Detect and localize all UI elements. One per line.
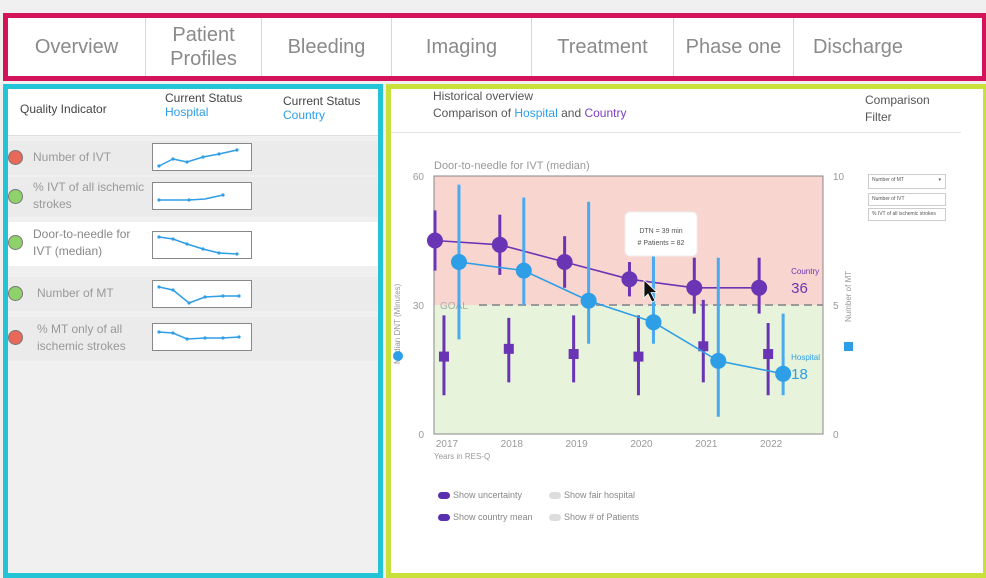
comparison-filter-heading: Comparison Filter: [865, 93, 930, 124]
sparkline: [152, 323, 252, 351]
svg-text:# Patients = 82: # Patients = 82: [638, 240, 685, 247]
y2-axis-label: Number of MT: [844, 271, 853, 322]
divider: [391, 132, 961, 133]
sparkline: [152, 280, 252, 308]
data-point: [580, 292, 597, 309]
x-tick-label: 2017: [436, 439, 459, 450]
toggle-on-icon: [438, 514, 450, 522]
indicator-label: Number of MT: [37, 286, 114, 300]
toggle-off-icon: [549, 514, 561, 522]
indicator-label: Number of IVT: [33, 150, 112, 164]
dtn-chart: Door-to-needle for IVT (median) GOAL 0 30…: [393, 160, 853, 461]
indicator-row-pct-ivt[interactable]: % IVT of all ischemic strokes: [8, 177, 378, 217]
historical-overview-title: Historical overview Comparison of Hospit…: [433, 89, 627, 120]
indicator-row-number-ivt[interactable]: Number of IVT: [8, 141, 378, 175]
series-end-label: 18: [791, 366, 808, 383]
series-name-label: Country: [791, 267, 819, 276]
data-point: [426, 232, 443, 249]
y-tick-label: 30: [413, 301, 425, 312]
x-tick-label: 2018: [501, 439, 524, 450]
sparkline: [152, 231, 252, 259]
y2-tick-label: 10: [833, 172, 845, 183]
mt-count-marker: [503, 343, 514, 354]
indicator-row-pct-mt[interactable]: % MT only of all ischemic strokes: [8, 317, 378, 361]
x-tick-label: 2019: [566, 439, 589, 450]
x-tick-label: 2022: [760, 439, 783, 450]
y-axis-label: Median DNT (Minutes): [393, 283, 402, 364]
quality-indicator-heading: Quality Indicator: [20, 102, 107, 116]
indicator-label: % MT only of all ischemic strokes: [37, 322, 126, 353]
series-line: [434, 239, 760, 289]
data-point: [710, 352, 727, 369]
y-tick-label: 60: [413, 172, 425, 183]
data-point: [686, 279, 703, 296]
sparkline: [152, 182, 252, 210]
toggle-show-fair-hospital[interactable]: Show fair hospital: [549, 490, 635, 500]
mt-count-marker: [698, 341, 709, 352]
status-dot-green: [8, 235, 23, 250]
tab-patient-profiles[interactable]: Patient Profiles: [146, 18, 262, 76]
data-point: [775, 365, 792, 382]
status-dot-green: [8, 286, 23, 301]
indicator-label: % IVT of all ischemic strokes: [33, 180, 145, 211]
series-line: [458, 261, 784, 375]
x-tick-label: 2020: [630, 439, 653, 450]
chevron-down-icon: ▾: [938, 177, 941, 183]
tab-overview[interactable]: Overview: [8, 18, 146, 76]
mt-count-marker: [633, 351, 644, 362]
filter-option[interactable]: % IVT of all ischemic strokes: [868, 208, 946, 221]
indicator-table-header: Quality Indicator Current Status Hospita…: [8, 89, 378, 136]
chart-title: Door-to-needle for IVT (median): [434, 160, 590, 172]
tab-phase-one[interactable]: Phase one: [674, 18, 794, 76]
data-point: [515, 262, 532, 279]
status-dot-red: [8, 150, 23, 165]
quality-indicator-panel: Quality Indicator Current Status Hospita…: [3, 84, 383, 578]
toggle-show-uncertainty[interactable]: Show uncertainty: [438, 490, 522, 500]
tab-bleeding[interactable]: Bleeding: [262, 18, 392, 76]
filter-option[interactable]: Number of IVT: [868, 193, 946, 206]
indicator-row-number-mt[interactable]: Number of MT: [8, 277, 378, 311]
tooltip: DTN = 39 min # Patients = 82: [624, 211, 698, 257]
goal-label: GOAL: [440, 301, 468, 312]
y2-tick-label: 5: [833, 301, 839, 312]
historical-overview-panel: Historical overview Comparison of Hospit…: [386, 84, 986, 578]
series-name-label: Hospital: [791, 353, 820, 362]
data-point: [556, 254, 573, 270]
toggle-show-patients[interactable]: Show # of Patients: [549, 512, 639, 522]
x-axis-label: Years in RES-Q: [434, 452, 490, 461]
hospital-legend-dot: [393, 351, 403, 361]
toggle-on-icon: [438, 492, 450, 500]
y2-tick-label: 0: [833, 430, 839, 441]
status-dot-green: [8, 189, 23, 204]
tab-imaging[interactable]: Imaging: [392, 18, 532, 76]
data-point: [645, 314, 662, 331]
status-dot-red: [8, 330, 23, 345]
data-point: [491, 236, 508, 253]
sparkline: [152, 143, 252, 171]
mouse-cursor-icon: [643, 279, 658, 303]
y-tick-label: 0: [418, 430, 424, 441]
indicator-row-door-to-needle[interactable]: Door-to-needle for IVT (median): [8, 222, 378, 266]
mt-count-marker: [438, 351, 449, 362]
toggle-off-icon: [549, 492, 561, 500]
x-tick-label: 2021: [695, 439, 718, 450]
current-status-hospital-heading: Current Status Hospital: [165, 91, 243, 119]
series-end-label: 36: [791, 280, 808, 297]
data-point: [621, 271, 638, 288]
data-point: [450, 254, 467, 270]
mt-count-marker: [763, 349, 774, 360]
tab-treatment[interactable]: Treatment: [532, 18, 674, 76]
data-point: [751, 279, 768, 296]
indicator-label: Door-to-needle for IVT (median): [33, 227, 131, 258]
top-navigation: Overview Patient Profiles Bleeding Imagi…: [3, 13, 986, 81]
tab-discharge[interactable]: Discharge: [812, 36, 904, 58]
mt-legend-square: [844, 342, 853, 351]
comparison-filter-select[interactable]: Number of MT ▾: [868, 174, 946, 189]
mt-count-marker: [568, 349, 579, 360]
svg-text:DTN = 39 min: DTN = 39 min: [639, 228, 682, 235]
current-status-country-heading: Current Status Country: [283, 94, 361, 122]
toggle-show-country-mean[interactable]: Show country mean: [438, 512, 533, 522]
